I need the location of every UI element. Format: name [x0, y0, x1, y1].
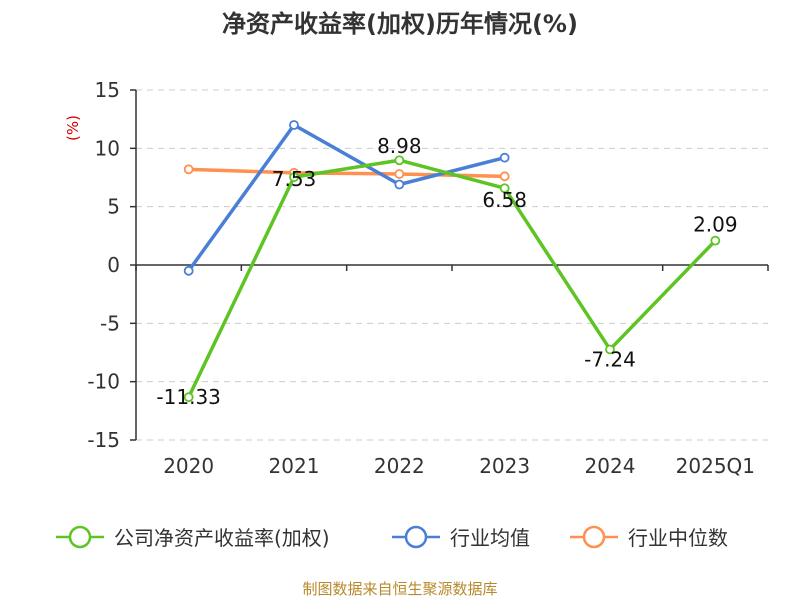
data-labels: -11.33 7.53 8.98 6.58 -7.24 2.09 — [156, 134, 737, 409]
data-point[interactable] — [289, 172, 299, 183]
series-line — [186, 123, 507, 273]
chart-title: 净资产收益率(加权)历年情况(%) — [222, 10, 578, 38]
x-tick-label: 2025Q1 — [676, 454, 755, 478]
data-label: -11.33 — [156, 385, 220, 409]
x-tick-label: 2024 — [585, 454, 636, 478]
legend-marker — [404, 525, 428, 549]
y-axis-unit-label: (%) — [64, 115, 82, 141]
data-label: 8.98 — [377, 134, 422, 158]
data-point[interactable] — [499, 183, 510, 194]
y-tick-label: 0 — [107, 253, 120, 277]
legend-item[interactable]: 公司净资产收益率(加权) — [56, 525, 330, 550]
data-point[interactable] — [394, 179, 405, 190]
series-line — [186, 158, 718, 399]
data-label: 2.09 — [693, 213, 738, 237]
data-point[interactable] — [394, 155, 405, 166]
data-point[interactable] — [183, 265, 194, 276]
data-point[interactable] — [710, 235, 721, 246]
legend-item[interactable]: 行业中位数 — [570, 525, 728, 550]
x-tick-label: 2021 — [269, 454, 320, 478]
legend-item[interactable]: 行业均值 — [392, 525, 530, 550]
data-label: 7.53 — [272, 167, 317, 191]
y-tick-label: -5 — [100, 311, 120, 335]
y-tick-label: 15 — [95, 78, 120, 102]
data-point[interactable] — [499, 152, 510, 163]
y-tick-label: 5 — [107, 195, 120, 219]
data-point[interactable] — [183, 164, 194, 175]
legend-label: 行业中位数 — [628, 526, 728, 550]
data-point[interactable] — [499, 171, 510, 182]
legend: 公司净资产收益率(加权) 行业均值 行业中位数 — [56, 525, 728, 550]
legend-label: 行业均值 — [450, 526, 530, 550]
data-point[interactable] — [289, 120, 299, 130]
data-label: -7.24 — [584, 347, 636, 371]
data-label: 6.58 — [482, 188, 527, 212]
legend-label: 公司净资产收益率(加权) — [114, 526, 330, 550]
x-tick-label: 2022 — [374, 454, 425, 478]
source-note: 制图数据来自恒生聚源数据库 — [302, 580, 497, 598]
data-point[interactable] — [605, 344, 615, 355]
legend-marker — [68, 525, 92, 549]
x-tick-label: 2023 — [479, 454, 530, 478]
axes: 15 10 5 0 -5 -10 -15 2020 2021 2022 2023 2024 2025Q1 — [87, 78, 769, 478]
x-tick-label: 2020 — [163, 454, 214, 478]
legend-marker — [582, 525, 606, 549]
y-tick-label: -15 — [87, 428, 120, 452]
y-tick-label: -10 — [87, 370, 120, 394]
data-point[interactable] — [394, 169, 405, 179]
data-point[interactable] — [183, 392, 194, 403]
y-tick-label: 10 — [95, 136, 120, 160]
series-lines — [183, 120, 721, 403]
